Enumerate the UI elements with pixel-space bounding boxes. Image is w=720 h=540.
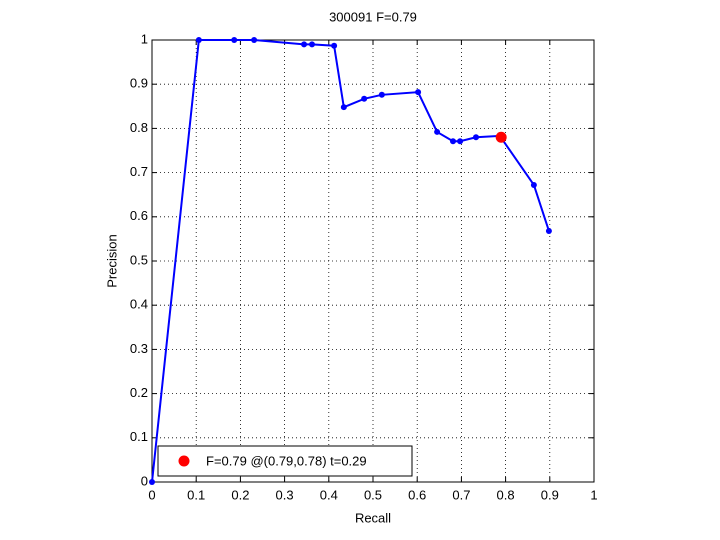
pr-curve (151, 39, 550, 483)
y-tick-label: 0.4 (130, 297, 148, 312)
point (434, 128, 441, 135)
x-tick-label: 0.4 (320, 487, 338, 502)
x-tick-label: 0.7 (452, 487, 470, 502)
point (301, 41, 308, 48)
y-axis-label: Precision (104, 234, 119, 287)
x-tick-label: 0.8 (497, 487, 515, 502)
point (251, 37, 258, 43)
x-axis-label: Recall (355, 510, 391, 525)
y-tick-label: 0.9 (130, 76, 148, 91)
y-tick-label: 0.3 (130, 341, 148, 356)
x-tick-label: 1 (590, 487, 597, 502)
point (149, 479, 155, 485)
x-tick-label: 0.3 (276, 487, 294, 502)
point (340, 104, 347, 111)
point (361, 95, 368, 102)
point (530, 181, 537, 188)
x-tick-label: 0.6 (408, 487, 426, 502)
y-tick-label: 0.2 (130, 385, 148, 400)
x-tick-label: 0.2 (231, 487, 249, 502)
axes-box (151, 39, 595, 483)
x-tick-label: 0.9 (541, 487, 559, 502)
y-tick-label: 0 (141, 473, 148, 488)
y-tick-label: 0.8 (130, 120, 148, 135)
point (457, 138, 464, 145)
legend-marker (178, 455, 190, 467)
point (450, 138, 457, 145)
point (309, 41, 316, 48)
point (415, 89, 422, 96)
point (231, 37, 238, 43)
chart-title: 300091 F=0.79 (329, 9, 417, 24)
legend-box (157, 445, 413, 477)
point (331, 42, 338, 49)
y-tick-label: 0.7 (130, 164, 148, 179)
x-tick-label: 0.1 (187, 487, 205, 502)
y-tick-label: 0.5 (130, 252, 148, 267)
best-f-point (495, 131, 507, 143)
legend: F=0.79 @(0.79,0.78) t=0.29 (157, 445, 413, 477)
x-tick-label: 0.5 (364, 487, 382, 502)
legend-label: F=0.79 @(0.79,0.78) t=0.29 (206, 453, 367, 468)
point (195, 37, 202, 43)
y-tick-label: 0.6 (130, 208, 148, 223)
x-tick-label: 0 (148, 487, 155, 502)
point (472, 134, 479, 141)
point (545, 227, 552, 234)
point (378, 91, 385, 98)
y-tick-label: 1 (141, 31, 148, 46)
y-tick-label: 0.1 (130, 429, 148, 444)
